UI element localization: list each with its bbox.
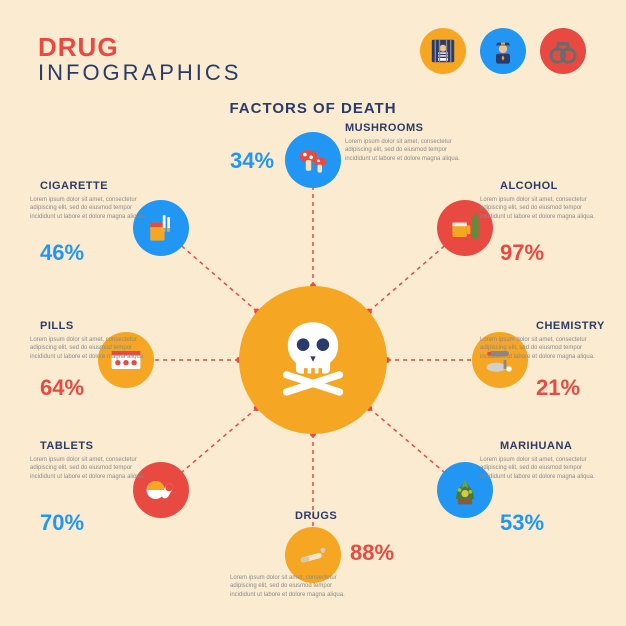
subheading: FACTORS OF DEATH — [213, 100, 413, 117]
factor-description: Lorem ipsum dolor sit amet, consectetur … — [345, 138, 460, 163]
factor-description: Lorem ipsum dolor sit amet, consectetur … — [230, 574, 345, 599]
factor-description: Lorem ipsum dolor sit amet, consectetur … — [480, 196, 595, 221]
prisoner-icon — [420, 28, 466, 74]
factor-percentage: 34% — [230, 148, 274, 174]
skull-crossbones-icon — [268, 315, 358, 405]
police-icon — [480, 28, 526, 74]
factor-description: Lorem ipsum dolor sit amet, consectetur … — [30, 336, 145, 361]
factor-percentage: 53% — [500, 510, 544, 536]
factor-label: MARIHUANA — [500, 440, 572, 452]
top-icons-row — [420, 28, 586, 74]
mushrooms-icon — [285, 132, 341, 188]
factor-percentage: 88% — [350, 540, 394, 566]
factor-label: TABLETS — [40, 440, 93, 452]
factor-label: MUSHROOMS — [345, 122, 423, 134]
factor-label: CIGARETTE — [40, 180, 108, 192]
factor-description: Lorem ipsum dolor sit amet, consectetur … — [480, 456, 595, 481]
factor-percentage: 21% — [536, 375, 580, 401]
factor-percentage: 70% — [40, 510, 84, 536]
factor-percentage: 97% — [500, 240, 544, 266]
factor-label: ALCOHOL — [500, 180, 558, 192]
factor-description: Lorem ipsum dolor sit amet, consectetur … — [30, 196, 145, 221]
title-infographics: INFOGRAPHICS — [38, 60, 241, 86]
factor-description: Lorem ipsum dolor sit amet, consectetur … — [30, 456, 145, 481]
handcuffs-icon — [540, 28, 586, 74]
factor-percentage: 64% — [40, 375, 84, 401]
title-drug: DRUG — [38, 32, 119, 63]
factor-label: DRUGS — [295, 510, 337, 522]
factor-label: CHEMISTRY — [536, 320, 605, 332]
factor-label: PILLS — [40, 320, 74, 332]
skull-center-circle — [239, 286, 387, 434]
factor-description: Lorem ipsum dolor sit amet, consectetur … — [480, 336, 595, 361]
factor-percentage: 46% — [40, 240, 84, 266]
